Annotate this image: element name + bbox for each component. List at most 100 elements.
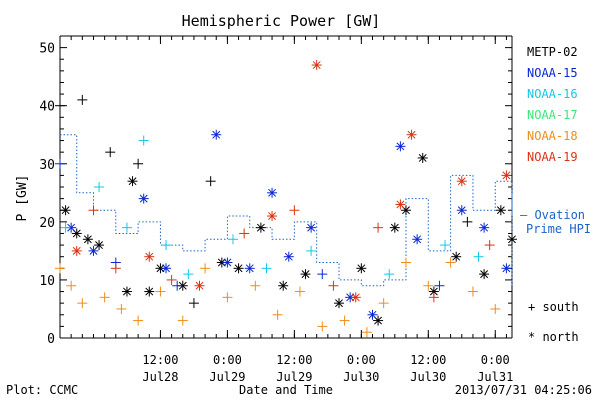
data-point-south [445, 257, 456, 268]
chart-title: Hemispheric Power [GW] [182, 12, 381, 30]
legend-item-noaa-17: NOAA-17 [527, 108, 578, 122]
data-point-south [373, 222, 384, 233]
star-d2 [335, 299, 343, 308]
data-point-north [222, 257, 233, 268]
data-point-south [94, 182, 105, 192]
data-point-south [116, 303, 127, 314]
star-d2 [457, 177, 466, 186]
data-point-south [99, 292, 110, 303]
data-point-south [133, 158, 144, 169]
data-point-north [306, 222, 317, 233]
data-point-north [389, 222, 400, 233]
data-point-north [155, 263, 166, 274]
data-point-south [227, 234, 238, 245]
data-point-north [233, 263, 244, 274]
x-tick-label-date: Jul30 [343, 370, 379, 384]
data-point-north [283, 251, 294, 262]
data-point-south [317, 269, 328, 280]
star-d2 [346, 293, 355, 302]
x-tick-label-time: 12:00 [142, 353, 178, 367]
data-point-south [77, 94, 88, 105]
star-d2 [402, 206, 410, 215]
star-d2 [368, 310, 377, 319]
data-point-north [71, 245, 82, 256]
star-d2 [123, 287, 131, 296]
series-noaa-16 [60, 135, 484, 280]
data-point-north [395, 199, 406, 210]
star-d2 [223, 258, 232, 267]
star-d2 [268, 188, 277, 197]
star-d2 [217, 258, 226, 267]
data-point-north [278, 280, 289, 291]
x-tick-label-time: 0:00 [481, 353, 510, 367]
data-point-south [161, 240, 172, 251]
star-d2 [83, 235, 92, 244]
star-d2 [312, 61, 321, 69]
data-point-south [328, 280, 339, 291]
data-point-south [462, 216, 473, 227]
y-tick-label: 20 [39, 216, 55, 231]
legend-marker-north: * north [528, 330, 579, 344]
star-d2 [128, 177, 137, 186]
data-point-south [105, 147, 116, 158]
data-point-north [406, 129, 417, 140]
data-point-south [133, 315, 144, 326]
data-point-north [417, 152, 428, 163]
data-point-south [177, 315, 188, 326]
star-d2 [396, 200, 405, 209]
series-noaa-19 [71, 60, 512, 303]
y-tick-label: 50 [39, 42, 55, 57]
star-d2 [429, 287, 438, 296]
x-tick-label-date: Jul28 [142, 370, 178, 384]
legend-marker-south: + south [528, 300, 579, 314]
star-d2 [72, 229, 81, 238]
star-d2 [374, 316, 383, 325]
x-tick-label-date: Jul31 [477, 370, 513, 384]
star-d2 [502, 171, 511, 180]
data-point-north [356, 263, 367, 274]
data-point-south [250, 280, 261, 291]
star-d2 [89, 246, 98, 255]
star-d2 [496, 206, 505, 215]
star-d2 [67, 223, 76, 232]
legend: METP-02 NOAA-15 NOAA-16 NOAA-17 NOAA-18 NOAA-… [520, 45, 591, 344]
data-point-north [412, 234, 423, 245]
data-point-north [350, 292, 361, 303]
star-d2 [284, 252, 293, 261]
series-metp-02 [55, 94, 517, 326]
star-d2 [234, 264, 243, 273]
legend-item-ovation: — Ovation [520, 208, 585, 222]
data-point-north [395, 141, 406, 152]
data-point-south [166, 274, 177, 285]
star-d2 [307, 223, 316, 232]
x-tick-label-time: 0:00 [347, 353, 376, 367]
star-d2 [178, 281, 187, 290]
data-point-south [205, 176, 216, 187]
data-point-south [261, 263, 272, 274]
series-noaa-18 [55, 257, 501, 338]
data-point-south [200, 263, 211, 274]
data-point-south [434, 280, 445, 291]
data-point-north [267, 211, 278, 222]
legend-item-noaa-19: NOAA-19 [527, 150, 578, 164]
y-tick-label: 0 [47, 332, 55, 347]
data-point-north [479, 269, 490, 280]
data-point-south [294, 286, 305, 297]
star-d2 [212, 130, 221, 139]
y-tick-label: 30 [39, 158, 55, 173]
data-point-north [334, 298, 345, 309]
data-point-north [211, 129, 222, 140]
star-d2 [480, 223, 489, 232]
data-point-south [306, 245, 317, 256]
data-point-south [55, 100, 65, 111]
star-d2 [452, 252, 461, 261]
data-point-north [88, 245, 99, 256]
data-point-south [289, 205, 300, 216]
data-point-south [110, 263, 121, 274]
data-point-south [467, 286, 478, 297]
star-d2 [351, 293, 360, 302]
star-d2 [301, 270, 310, 279]
star-d2 [195, 281, 204, 290]
legend-item-ovation-line2: Prime HPI [526, 222, 591, 236]
star-d2 [162, 264, 170, 273]
